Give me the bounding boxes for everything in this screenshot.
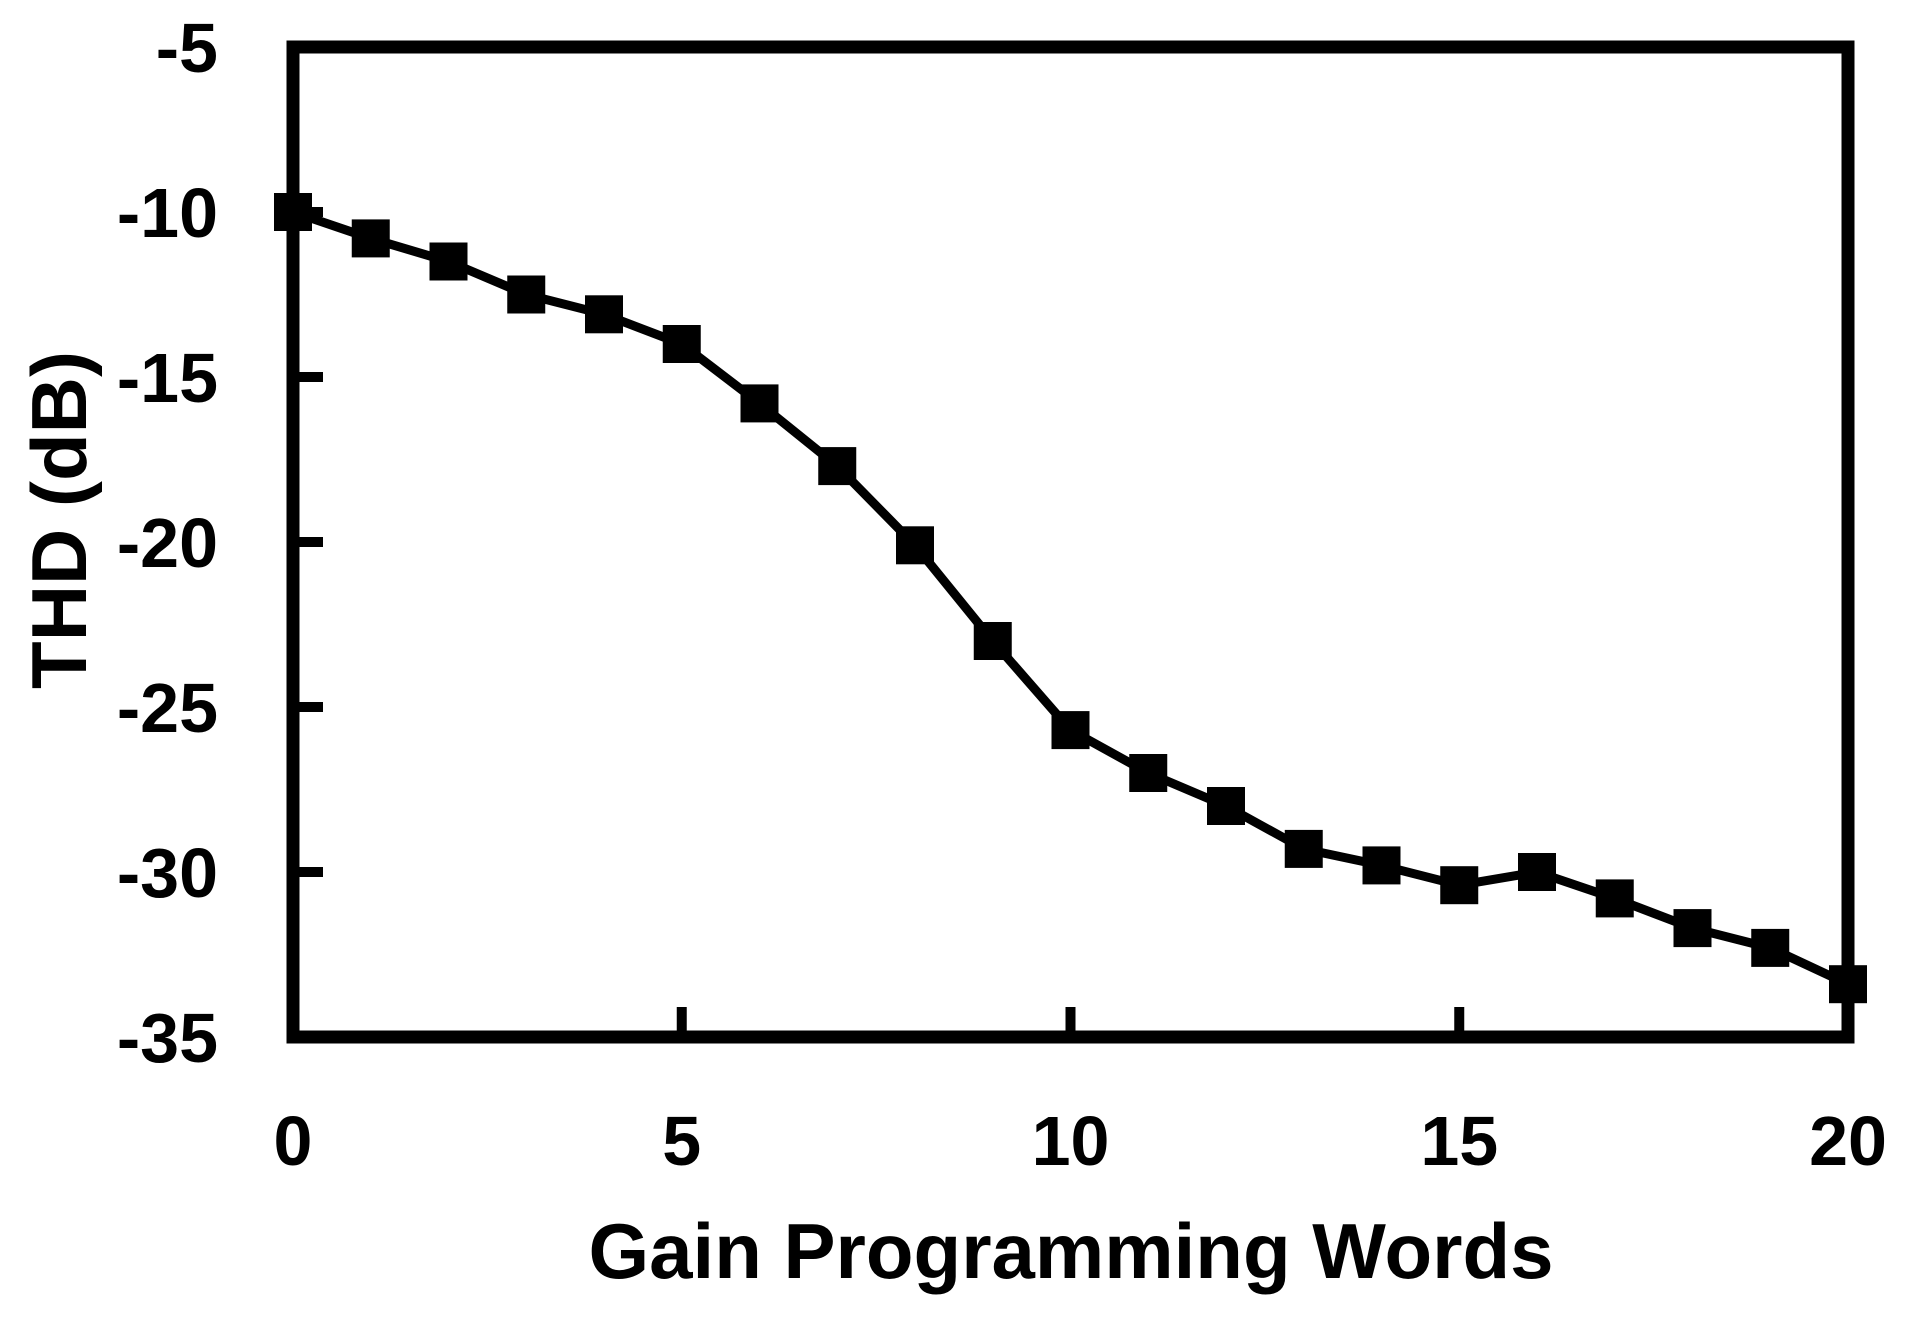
- y-tick-label: -15: [117, 339, 218, 417]
- data-series-line: [291, 207, 1850, 989]
- y-tick-label: -10: [117, 174, 218, 252]
- data-point-marker: [507, 275, 546, 314]
- x-tick-label: 20: [1809, 1102, 1887, 1180]
- y-tick-label: -5: [156, 9, 218, 87]
- data-point-marker: [1129, 754, 1168, 792]
- y-tick-label: -35: [117, 999, 218, 1077]
- y-tick-label: -25: [117, 669, 218, 747]
- data-point-marker: [1284, 829, 1323, 868]
- data-point-marker: [1207, 787, 1245, 825]
- y-tick-label: -30: [117, 834, 218, 912]
- plot-border: [286, 40, 1855, 1044]
- data-point-marker: [1051, 711, 1090, 750]
- data-point-marker: [740, 384, 779, 423]
- data-point-marker: [351, 219, 390, 258]
- x-tick-label: 0: [274, 1102, 313, 1180]
- data-point-marker: [1595, 879, 1634, 918]
- y-tick-label: -20: [117, 504, 218, 582]
- data-point-marker: [1829, 965, 1867, 1004]
- data-point-marker: [973, 622, 1012, 660]
- x-axis-title: Gain Programming Words: [588, 1207, 1553, 1295]
- y-axis-title: THD (dB): [15, 351, 103, 689]
- data-point-marker: [896, 526, 934, 565]
- data-point-marker: [585, 295, 623, 334]
- x-tick-label: 15: [1420, 1102, 1498, 1180]
- x-tick-label: 5: [662, 1102, 701, 1180]
- data-point-marker: [1362, 846, 1401, 885]
- x-tick-label: 10: [1032, 1102, 1110, 1180]
- data-point-marker: [274, 193, 312, 231]
- plot-area: 0 5 10 15 20 -5 -10 -15 -20 -25 -30 -35: [117, 9, 1887, 1180]
- data-point-marker: [1673, 909, 1712, 948]
- data-point-marker: [1440, 866, 1479, 905]
- data-point-marker: [818, 447, 857, 486]
- data-point-marker: [429, 242, 468, 281]
- data-point-marker: [662, 325, 701, 363]
- data-point-marker: [1751, 928, 1790, 967]
- data-point-marker: [1518, 853, 1556, 891]
